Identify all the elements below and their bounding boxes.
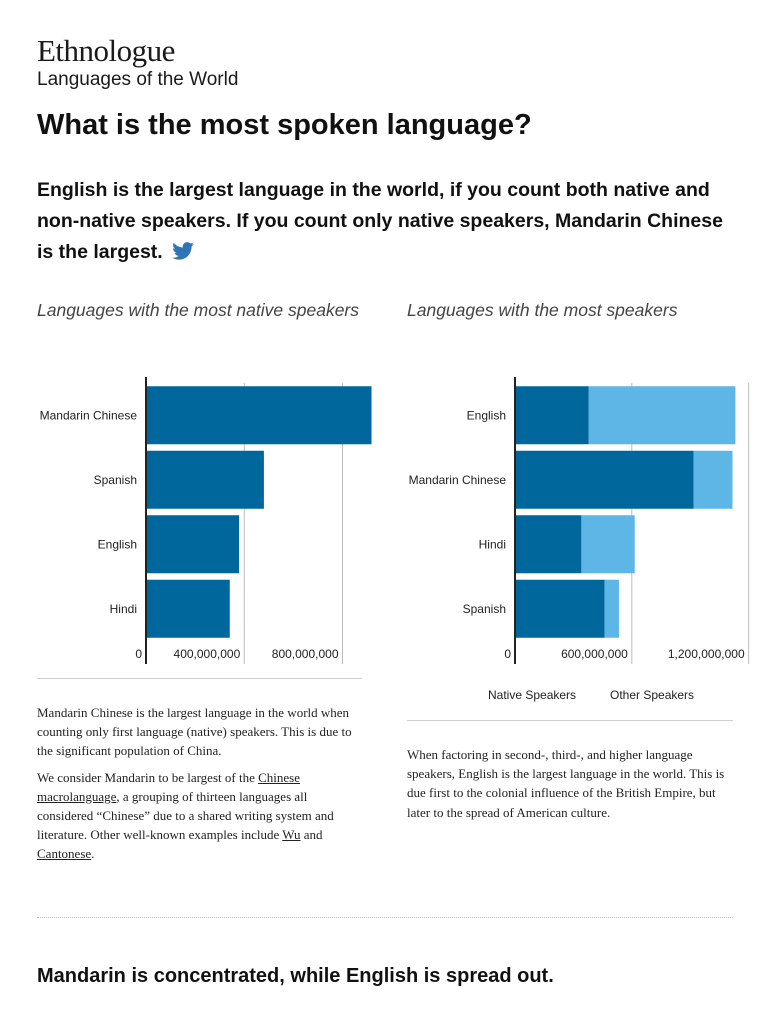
tick-label: 0 [504,647,511,661]
native-paragraph-1: Mandarin Chinese is the largest language… [37,705,352,759]
section-heading: Mandarin is concentrated, while English … [37,965,554,987]
bar-hindi[interactable] [146,579,230,638]
bar-hindi-other-speakers[interactable] [581,515,635,574]
category-label: Hindi [479,537,506,551]
bar-mandarin-chinese-native-speakers[interactable] [515,450,694,509]
bar-english-native-speakers[interactable] [515,386,589,445]
total-description: When factoring in second-, third-, and h… [407,745,735,822]
twitter-icon[interactable] [172,239,194,270]
native-description: Mandarin Chinese is the largest language… [37,703,362,864]
total-paragraph-1: When factoring in second-, third-, and h… [407,747,725,820]
tick-label: 800,000,000 [272,647,339,661]
text-span: . [91,846,95,862]
native-speakers-chart: Mandarin Chinese Spanish English Hindi 0 400,… [40,377,372,664]
brand-logo[interactable]: Ethnologue [37,33,175,68]
brand[interactable]: Ethnologue Languages of the World [37,34,238,91]
tick-label: 400,000,000 [174,647,241,661]
brand-subtitle: Languages of the World [37,69,239,90]
tick-label: 0 [135,647,142,661]
category-label: Hindi [110,602,137,616]
chart-title-total: Languages with the most speakers [407,300,678,320]
section-separator [37,917,733,918]
lead-text: English is the largest language in the w… [37,179,723,263]
text-span: and [300,827,323,843]
bar-hindi-native-speakers[interactable] [515,515,582,574]
divider-left [37,678,362,679]
category-label: Spanish [463,602,506,616]
category-label: Mandarin Chinese [40,408,138,422]
bar-english[interactable] [146,515,240,574]
page-title: What is the most spoken language? [37,109,532,141]
bar-spanish-other-speakers[interactable] [604,579,619,638]
divider-right [407,720,733,721]
tick-label: 600,000,000 [561,647,628,661]
text-span: We consider Mandarin to be largest of th… [37,769,259,785]
bar-mandarin-chinese-other-speakers[interactable] [693,450,733,509]
cantonese-link[interactable]: Cantonese [37,846,92,862]
bar-spanish[interactable] [146,450,264,509]
bar-english-other-speakers[interactable] [588,386,736,445]
bar-spanish-native-speakers[interactable] [515,579,605,638]
category-label: English [467,408,506,422]
native-paragraph-2: We consider Mandarin to be largest of th… [37,768,362,864]
chart-title-native: Languages with the most native speakers [37,300,359,320]
category-label: Spanish [94,473,137,487]
chinese-macrolanguage-link[interactable]: Chinese macrolanguage [37,769,300,804]
tick-label: 1,200,000,000 [668,647,745,661]
chart-legend: Native Speakers Other Speakers [488,688,694,702]
wu-link[interactable]: Wu [282,827,301,843]
text-span: , a grouping of thirteen languages all c… [37,788,334,843]
legend-label-other-speakers: Other Speakers [610,688,694,702]
legend-label-native-speakers: Native Speakers [488,688,576,702]
category-label: English [98,537,137,551]
bar-mandarin-chinese[interactable] [146,386,372,445]
category-label: Mandarin Chinese [409,473,507,487]
lead-paragraph: English is the largest language in the w… [37,175,737,270]
total-speakers-chart: English Mandarin Chinese Hindi Spanish 0 600,… [409,377,750,664]
